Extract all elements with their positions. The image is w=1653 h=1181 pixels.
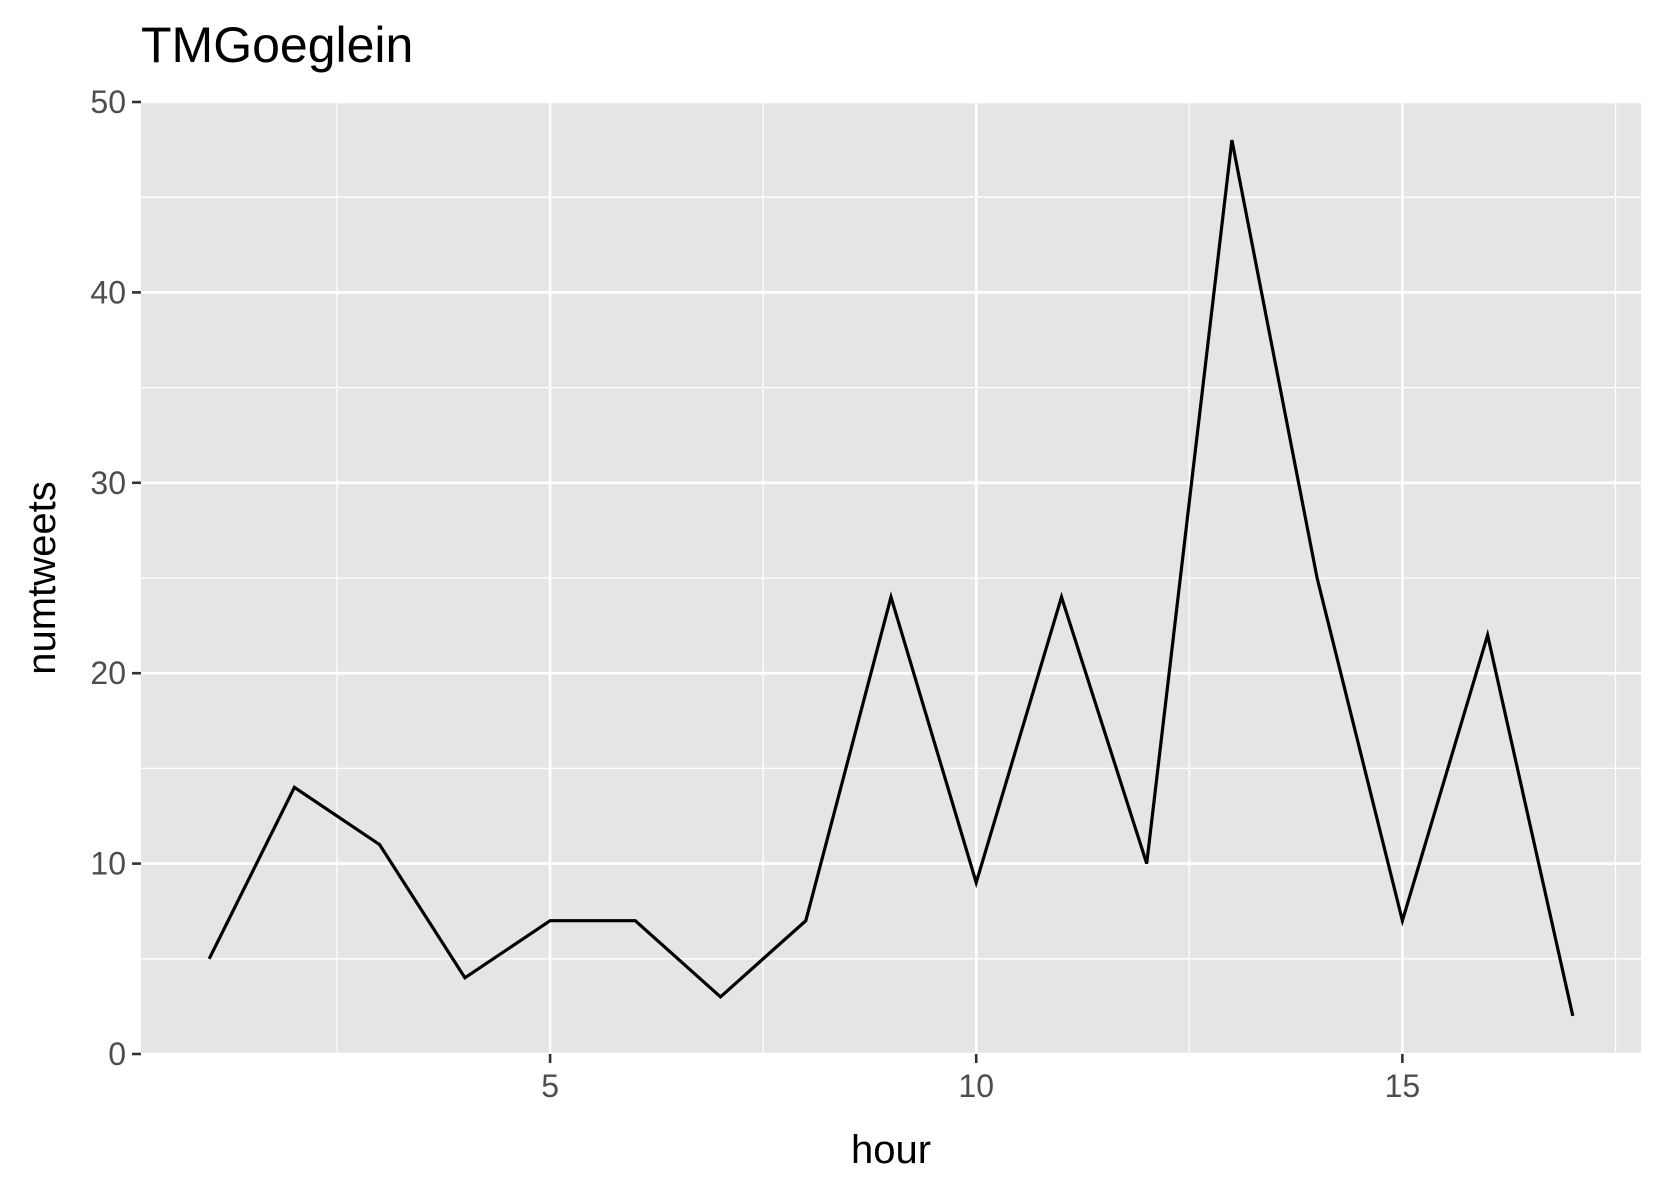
- y-tick-label: 40: [90, 274, 126, 310]
- y-axis-title: numtweets: [20, 481, 64, 674]
- x-tick-label: 5: [541, 1068, 559, 1104]
- minor-gridlines: [141, 102, 1641, 1054]
- y-tick-label: 10: [90, 846, 126, 882]
- y-tick-label: 20: [90, 655, 126, 691]
- x-tick-label: 15: [1385, 1068, 1421, 1104]
- x-tick-label: 10: [958, 1068, 994, 1104]
- chart-title: TMGoeglein: [141, 17, 413, 73]
- series-line: [207, 139, 1575, 1017]
- y-axis: 0 10 20 30 40 50: [90, 84, 141, 1072]
- y-tick-label: 50: [90, 84, 126, 120]
- y-tick-label: 30: [90, 465, 126, 501]
- x-axis: 5 10 15: [541, 1054, 1420, 1104]
- series-layer: [207, 139, 1575, 1017]
- x-axis-title: hour: [851, 1128, 931, 1172]
- y-tick-label: 0: [108, 1036, 126, 1072]
